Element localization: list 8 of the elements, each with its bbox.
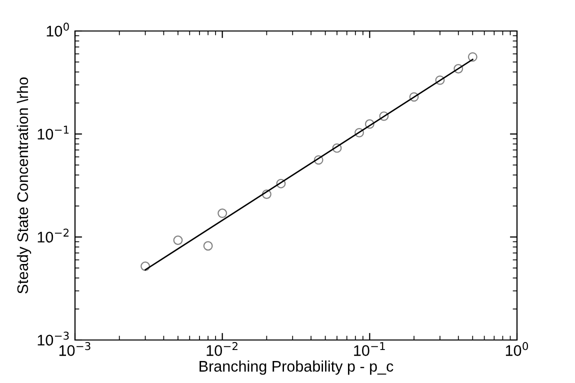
x-tick-label: 10$^{−1}$ — [354, 342, 385, 356]
y-tick-label: 10$^{0}$ — [46, 22, 69, 37]
y-axis-title: Steady State Concentration \rho — [16, 77, 32, 294]
x-tick-label: 10$^{−2}$ — [206, 342, 238, 356]
x-tick-label: 10$^{0}$ — [506, 342, 528, 356]
y-tick-label: 10$^{−2}$ — [38, 228, 69, 243]
x-axis-title: Branching Probability p - p_c — [200, 360, 394, 375]
y-tick-label: 10$^{−1}$ — [38, 126, 69, 140]
